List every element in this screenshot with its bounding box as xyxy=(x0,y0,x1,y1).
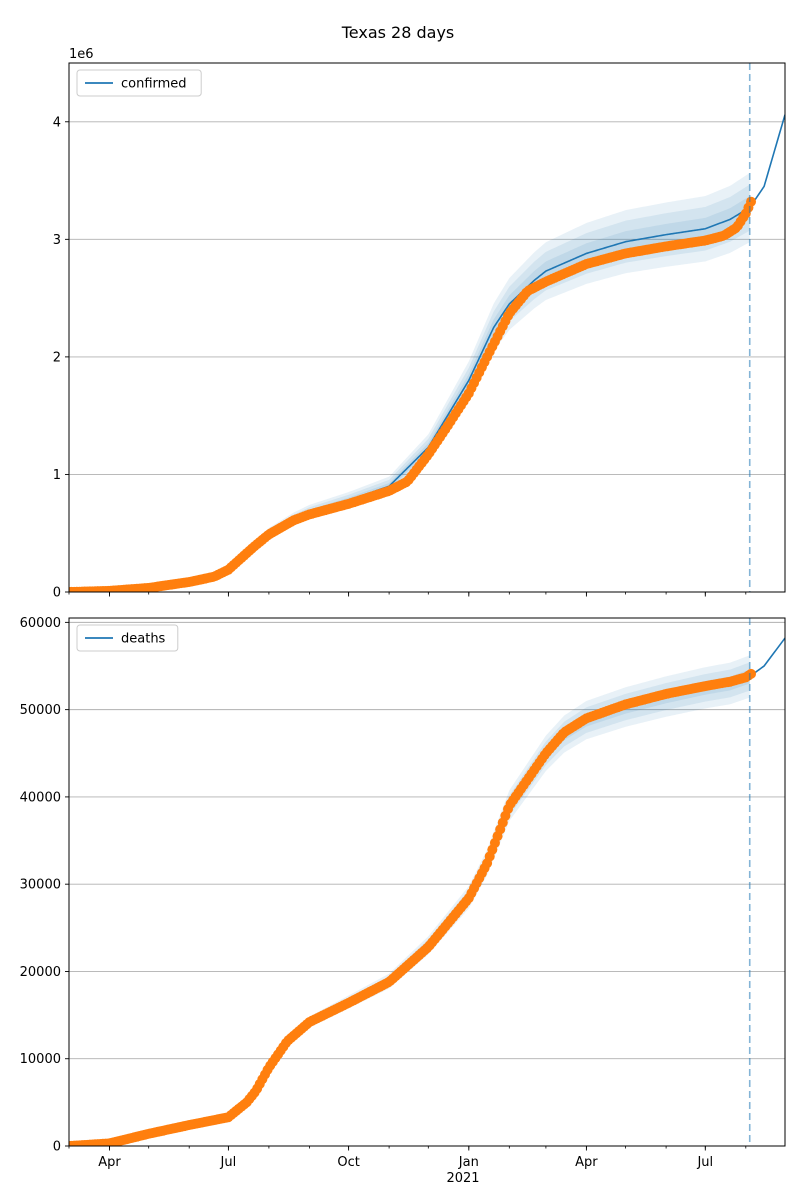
uncertainty-band xyxy=(69,669,750,1146)
y-tick-label: 60000 xyxy=(20,616,61,631)
y-tick-label: 1 xyxy=(53,468,61,483)
y-tick-label: 10000 xyxy=(20,1052,61,1067)
y-tick-label: 0 xyxy=(53,586,61,601)
figure-title: Texas 28 days xyxy=(341,23,455,42)
x-tick-label: Apr xyxy=(575,1155,598,1170)
legend-box xyxy=(76,69,202,97)
observed-point xyxy=(746,668,757,679)
y-tick-label: 30000 xyxy=(20,878,61,893)
legend: deaths xyxy=(76,624,179,652)
x-tick-label: Jan xyxy=(458,1155,479,1170)
legend-box xyxy=(76,624,179,652)
x-year-label: 2021 xyxy=(446,1171,479,1186)
legend: confirmed xyxy=(76,69,202,97)
uncertainty-band xyxy=(69,173,750,592)
uncertainty-band xyxy=(69,655,750,1146)
legend-label: deaths xyxy=(121,632,166,647)
y-tick-label: 20000 xyxy=(20,965,61,980)
y-offset-label: 1e6 xyxy=(69,47,94,62)
observed-point xyxy=(746,196,757,207)
uncertainty-band xyxy=(69,196,750,592)
x-tick-label: Jul xyxy=(696,1155,713,1170)
deaths-panel: 0 10000 20000 30000 40000 50000 60000 Apr Jul Oct… xyxy=(20,616,786,1170)
y-tick-label: 0 xyxy=(53,1140,61,1155)
x-tick-label: Apr xyxy=(98,1155,121,1170)
y-tick-label: 3 xyxy=(53,233,61,248)
y-tick-label: 40000 xyxy=(20,790,61,805)
y-tick-label: 4 xyxy=(53,115,61,130)
x-tick-label: Oct xyxy=(337,1155,359,1170)
y-tick-label: 2 xyxy=(53,350,61,365)
axes-frame xyxy=(68,62,786,593)
y-tick-label: 50000 xyxy=(20,703,61,718)
confirmed-panel: 0 1 2 3 4 1e6 confirmed xyxy=(53,47,786,601)
axes-frame xyxy=(68,617,786,1147)
x-tick-label: Jul xyxy=(220,1155,237,1170)
legend-label: confirmed xyxy=(121,77,187,92)
model-line xyxy=(69,114,785,592)
uncertainty-band xyxy=(69,184,750,592)
uncertainty-band xyxy=(69,662,750,1146)
